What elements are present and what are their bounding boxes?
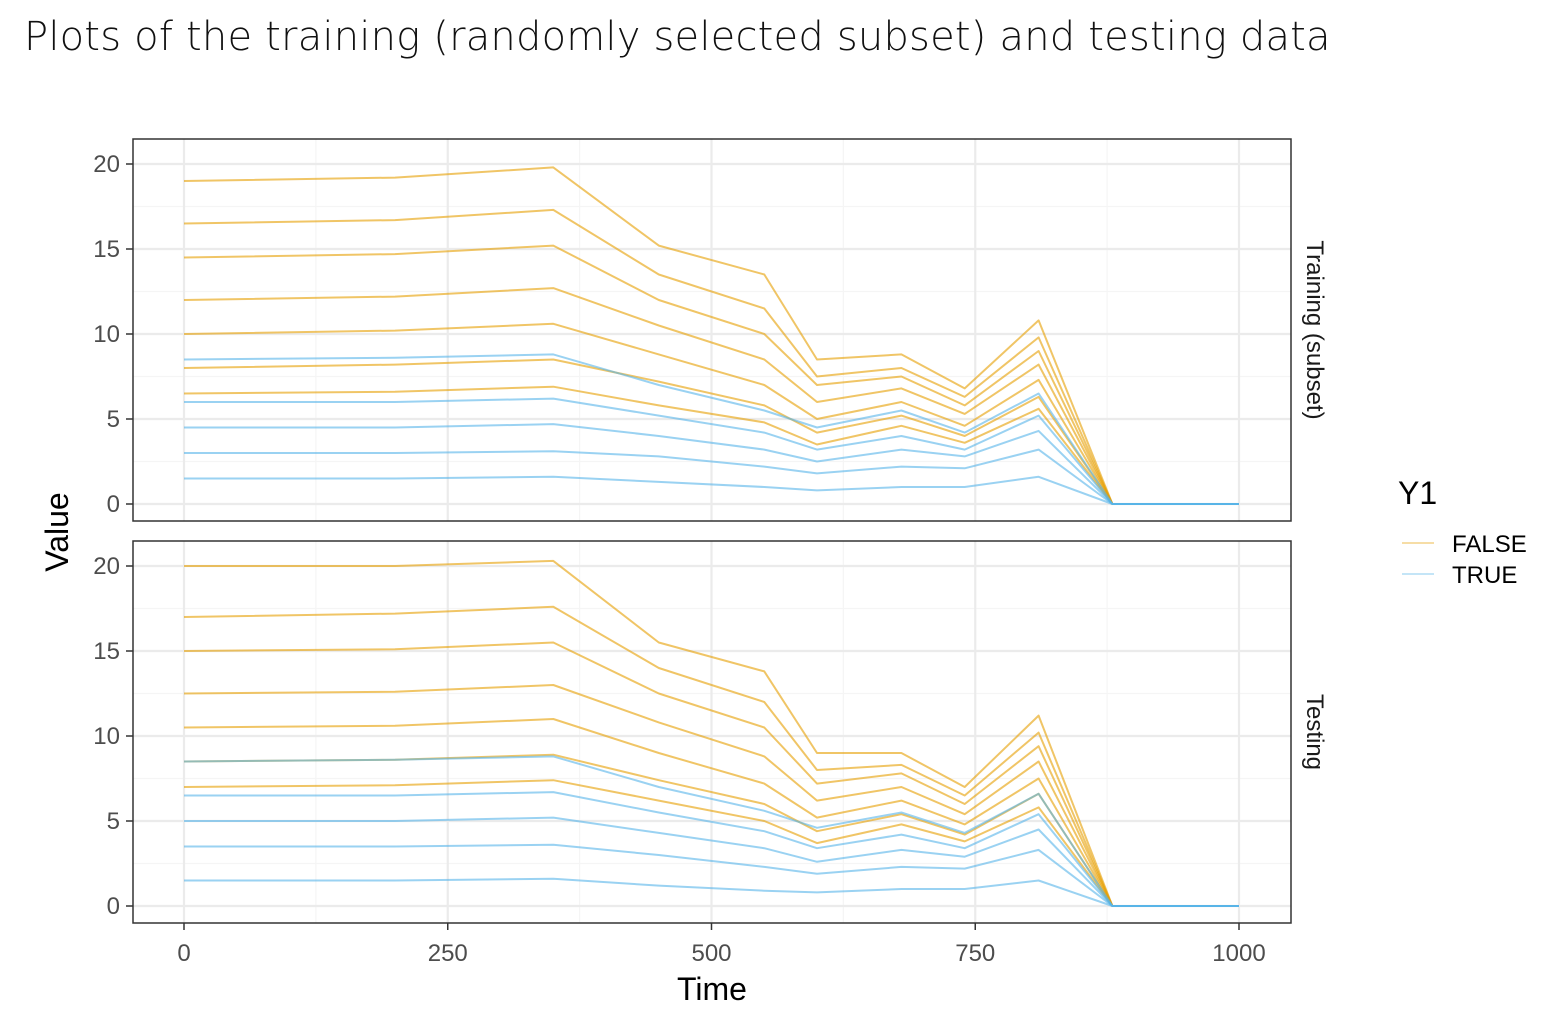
series-line-true (184, 397, 1239, 505)
panel-border (132, 138, 1292, 522)
x-axis-title: Time (677, 971, 747, 1007)
series-line-false (183, 641, 1239, 907)
series-line-true (183, 353, 1239, 505)
legend-title: Y1 (1398, 475, 1437, 511)
y-tick-label: 15 (93, 236, 120, 263)
series-line-false (183, 605, 1239, 907)
y-axis-title: Value (39, 492, 75, 571)
series-line-false (184, 559, 1239, 907)
y-tick-label: 20 (93, 151, 120, 178)
series-line-false (183, 779, 1239, 907)
y-tick-label: 0 (107, 491, 120, 518)
series-line-true (184, 843, 1239, 907)
series-line-true (183, 755, 1239, 907)
series-line-false (183, 684, 1239, 907)
series-line-true (184, 816, 1239, 907)
slide-title: Plots of the training (randomly selected… (24, 14, 1331, 60)
series-line-true (184, 423, 1239, 505)
series-line-false (183, 244, 1239, 505)
series-line-true (184, 475, 1239, 505)
y-tick-label: 0 (107, 893, 120, 920)
series-line-false (183, 166, 1239, 505)
y-tick-label: 15 (93, 638, 120, 665)
series-line-false (183, 322, 1239, 505)
series-line-false (183, 358, 1239, 505)
series-line-false (183, 718, 1239, 907)
x-tick-label: 1000 (1212, 940, 1265, 967)
facet-panel-training (132, 138, 1292, 522)
strip-labels: Training (subset) Testing (1301, 240, 1328, 770)
x-tick-label: 250 (428, 940, 468, 967)
legend-label-true: TRUE (1452, 562, 1517, 589)
y-axis: 0 5 10 15 20 0 5 10 15 20 (93, 151, 133, 920)
series-line-true (184, 791, 1239, 907)
legend-label-false: FALSE (1452, 531, 1527, 558)
series-line-false (183, 287, 1239, 505)
facet-panel-testing (132, 540, 1292, 924)
series-line-false (183, 385, 1239, 505)
strip-label: Testing (1301, 694, 1328, 770)
panels-layer (132, 138, 1292, 924)
x-tick-label: 500 (691, 940, 731, 967)
y-tick-label: 10 (93, 321, 120, 348)
series-line-true (184, 448, 1239, 505)
legend: Y1 FALSE TRUE (1398, 475, 1527, 589)
x-tick-label: 0 (177, 940, 190, 967)
x-tick-label: 750 (955, 940, 995, 967)
y-tick-label: 20 (93, 553, 120, 580)
y-tick-label: 10 (93, 723, 120, 750)
y-tick-label: 5 (107, 406, 120, 433)
x-axis: 0 250 500 750 1000 (177, 923, 1266, 967)
series-line-true (184, 877, 1239, 907)
strip-label: Training (subset) (1301, 240, 1328, 419)
y-tick-label: 5 (107, 808, 120, 835)
series-line-false (183, 208, 1239, 505)
